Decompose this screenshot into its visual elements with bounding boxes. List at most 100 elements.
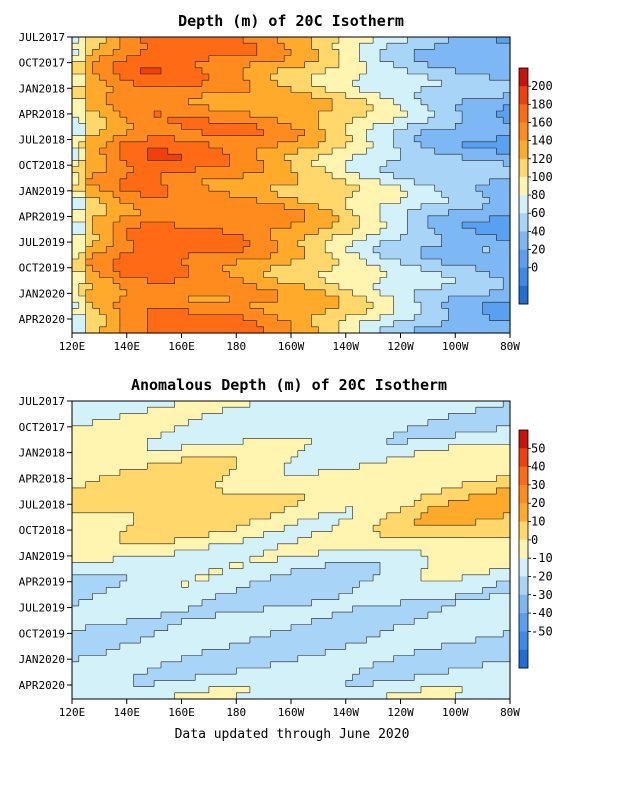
field-cell: [229, 111, 237, 118]
field-cell: [373, 265, 381, 272]
field-cell: [345, 104, 354, 112]
field-cell: [174, 222, 183, 229]
field-cell: [496, 425, 504, 433]
field-cell: [482, 463, 491, 470]
field-cell: [318, 55, 326, 63]
field-cell: [167, 308, 176, 316]
field-cell: [291, 203, 299, 211]
field-cell: [496, 43, 504, 50]
field-cell: [229, 86, 237, 94]
field-cell: [140, 543, 148, 551]
field-cell: [256, 222, 265, 229]
field-cell: [462, 98, 470, 106]
field-cell: [318, 74, 326, 81]
field-cell: [366, 43, 374, 50]
field-cell: [167, 185, 176, 192]
field-cell: [455, 74, 463, 81]
field-cell: [167, 518, 176, 526]
field-cell: [85, 123, 94, 131]
field-cell: [78, 166, 87, 174]
field-cell: [92, 525, 100, 532]
field-cell: [462, 197, 470, 205]
field-cell: [188, 518, 196, 526]
field-cell: [352, 283, 361, 291]
x-tick-label: 160W: [278, 340, 305, 353]
field-cell: [325, 271, 333, 279]
field-cell: [407, 160, 415, 168]
field-cell: [195, 401, 203, 408]
field-cell: [119, 463, 128, 470]
field-cell: [222, 117, 230, 124]
field-cell: [441, 289, 449, 297]
field-cell: [119, 191, 128, 198]
field-cell: [154, 283, 162, 291]
field-cell: [236, 525, 244, 532]
field-cell: [174, 512, 183, 520]
field-cell: [133, 117, 142, 124]
field-cell: [475, 271, 484, 279]
field-cell: [407, 413, 415, 421]
field-cell: [332, 259, 340, 266]
field-cell: [215, 129, 224, 137]
field-cell: [174, 296, 183, 303]
field-cell: [332, 419, 340, 427]
field-cell: [222, 512, 230, 520]
field-cell: [359, 574, 367, 582]
field-cell: [489, 135, 497, 143]
field-cell: [126, 271, 135, 279]
field-cell: [496, 209, 504, 217]
field-cell: [119, 178, 128, 186]
field-cell: [386, 525, 395, 532]
field-cell: [195, 556, 203, 564]
field-cell: [284, 289, 292, 297]
field-cell: [119, 92, 128, 100]
field-cell: [277, 252, 285, 260]
field-cell: [407, 98, 415, 106]
field-cell: [106, 407, 114, 415]
field-cell: [291, 308, 299, 316]
field-cell: [468, 67, 477, 75]
field-cell: [304, 326, 313, 334]
field-cell: [338, 86, 347, 94]
field-cell: [249, 481, 258, 489]
field-cell: [92, 98, 100, 106]
field-cell: [345, 296, 354, 303]
field-cell: [119, 296, 128, 303]
field-cell: [174, 160, 183, 168]
field-cell: [72, 252, 80, 260]
field-cell: [202, 531, 210, 539]
field-cell: [291, 525, 299, 532]
field-cell: [448, 172, 456, 180]
field-cell: [455, 240, 463, 248]
field-cell: [160, 574, 169, 582]
field-cell: [270, 326, 278, 334]
field-cell: [345, 43, 354, 50]
field-cell: [78, 141, 87, 149]
field-cell: [284, 172, 292, 180]
field-cell: [106, 296, 114, 303]
field-cell: [277, 531, 285, 539]
field-cell: [154, 271, 162, 279]
field-cell: [352, 80, 361, 87]
field-cell: [468, 320, 477, 328]
field-cell: [386, 178, 395, 186]
field-cell: [119, 556, 128, 564]
field-cell: [393, 148, 402, 155]
field-cell: [345, 320, 354, 328]
field-cell: [455, 166, 463, 174]
field-cell: [256, 574, 265, 582]
field-cell: [181, 425, 189, 433]
field-cell: [434, 463, 443, 470]
field-cell: [482, 166, 491, 174]
field-cell: [188, 562, 196, 570]
field-cell: [338, 197, 347, 205]
field-cell: [167, 98, 176, 106]
field-cell: [441, 456, 449, 464]
field-cell: [174, 568, 183, 576]
field-cell: [202, 456, 210, 464]
field-cell: [243, 203, 251, 211]
field-cell: [147, 55, 155, 63]
field-cell: [147, 104, 155, 112]
field-cell: [92, 283, 100, 291]
field-cell: [256, 432, 265, 439]
